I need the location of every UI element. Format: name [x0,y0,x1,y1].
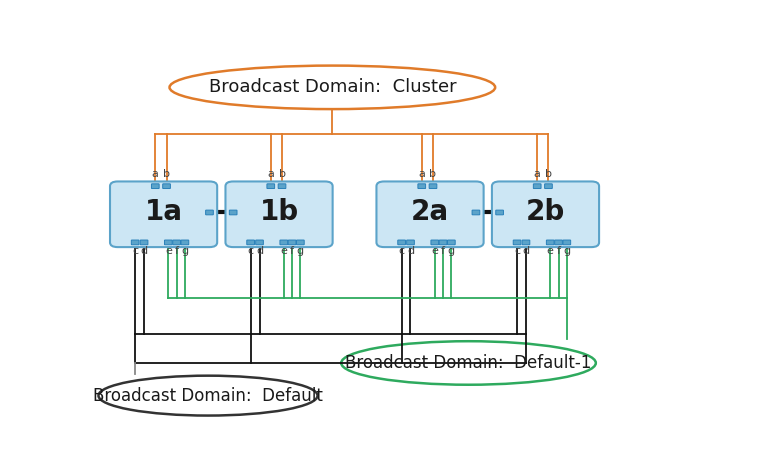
FancyBboxPatch shape [267,184,274,188]
FancyBboxPatch shape [533,184,541,188]
FancyBboxPatch shape [522,240,529,245]
FancyBboxPatch shape [406,240,414,245]
Text: a: a [267,170,274,179]
Text: b: b [429,170,436,179]
FancyBboxPatch shape [429,184,437,188]
FancyBboxPatch shape [280,240,287,245]
FancyBboxPatch shape [431,240,439,245]
FancyBboxPatch shape [418,184,426,188]
Text: e: e [280,246,287,256]
Text: b: b [545,170,552,179]
FancyBboxPatch shape [247,240,254,245]
Text: c: c [514,246,520,256]
FancyBboxPatch shape [555,240,562,245]
Text: a: a [534,170,541,179]
FancyBboxPatch shape [256,240,264,245]
Text: d: d [407,246,414,256]
Text: f: f [175,246,179,256]
Text: d: d [256,246,263,256]
Text: f: f [556,246,561,256]
FancyBboxPatch shape [496,210,503,215]
FancyBboxPatch shape [151,184,159,188]
Text: c: c [132,246,138,256]
Text: 2a: 2a [411,198,449,227]
FancyBboxPatch shape [546,240,554,245]
Text: g: g [448,246,455,256]
FancyBboxPatch shape [439,240,447,245]
FancyBboxPatch shape [131,240,139,245]
FancyBboxPatch shape [229,210,237,215]
FancyBboxPatch shape [398,240,406,245]
Text: d: d [141,246,147,256]
Text: Broadcast Domain:  Cluster: Broadcast Domain: Cluster [209,78,456,97]
Text: f: f [441,246,445,256]
Text: d: d [523,246,529,256]
FancyBboxPatch shape [448,240,455,245]
FancyBboxPatch shape [278,184,286,188]
FancyBboxPatch shape [377,181,484,247]
Text: 1b: 1b [260,198,299,227]
Text: 1a: 1a [144,198,183,227]
Text: f: f [290,246,294,256]
FancyBboxPatch shape [181,240,189,245]
Text: g: g [563,246,571,256]
Text: b: b [279,170,286,179]
Text: c: c [399,246,405,256]
FancyBboxPatch shape [163,184,170,188]
Text: 2b: 2b [526,198,565,227]
FancyBboxPatch shape [513,240,521,245]
Text: a: a [152,170,159,179]
Text: g: g [296,246,304,256]
Text: Broadcast Domain:  Default-1: Broadcast Domain: Default-1 [345,354,591,372]
FancyBboxPatch shape [164,240,172,245]
Text: e: e [432,246,439,256]
FancyBboxPatch shape [492,181,599,247]
FancyBboxPatch shape [173,240,180,245]
Text: c: c [248,246,254,256]
FancyBboxPatch shape [288,240,296,245]
FancyBboxPatch shape [141,240,148,245]
Text: Broadcast Domain:  Default: Broadcast Domain: Default [93,387,323,405]
FancyBboxPatch shape [225,181,332,247]
Text: b: b [163,170,170,179]
FancyBboxPatch shape [110,181,217,247]
FancyBboxPatch shape [563,240,571,245]
Text: a: a [419,170,426,179]
Text: e: e [547,246,554,256]
Text: e: e [165,246,172,256]
FancyBboxPatch shape [296,240,304,245]
Text: g: g [181,246,189,256]
FancyBboxPatch shape [472,210,480,215]
FancyBboxPatch shape [206,210,213,215]
FancyBboxPatch shape [545,184,552,188]
